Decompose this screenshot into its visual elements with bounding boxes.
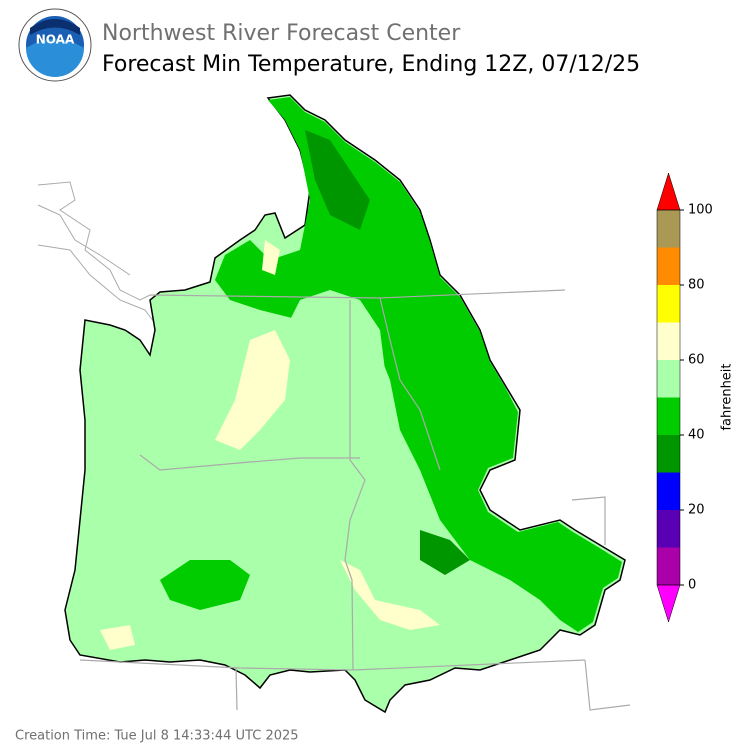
colorbar-segment bbox=[657, 510, 680, 548]
colorbar-tick-label: 40 bbox=[688, 428, 705, 443]
colorbar-segment bbox=[657, 360, 680, 398]
colorbar-tick-label: 80 bbox=[688, 278, 705, 293]
hot-zone bbox=[100, 625, 135, 650]
colorbar-tick-label: 100 bbox=[688, 203, 713, 218]
colorbar-segment bbox=[657, 397, 680, 435]
colorbar-segment bbox=[657, 547, 680, 585]
colorbar-segment bbox=[657, 435, 680, 473]
colorbar-over bbox=[656, 172, 681, 211]
warm-zone bbox=[280, 290, 385, 450]
colorbar-segment bbox=[657, 247, 680, 285]
colorbar-label: fahrenheit bbox=[720, 363, 735, 430]
colorbar-segment bbox=[657, 472, 680, 510]
noaa-logo: NOAA bbox=[18, 8, 92, 82]
map-title: Forecast Min Temperature, Ending 12Z, 07… bbox=[102, 52, 640, 77]
logo-text: NOAA bbox=[36, 33, 75, 47]
colorbar-segment bbox=[657, 285, 680, 323]
cool-zone bbox=[420, 530, 470, 575]
warm-zone bbox=[215, 97, 622, 632]
hot-zone bbox=[262, 240, 280, 275]
hot-zone bbox=[215, 330, 290, 450]
colorbar-segment bbox=[657, 210, 680, 248]
cool-zone bbox=[305, 130, 370, 230]
basin-map bbox=[64, 94, 626, 714]
colorbar-tick-label: 0 bbox=[688, 578, 696, 593]
state-lines bbox=[79, 289, 631, 711]
colorbar-tick-label: 60 bbox=[688, 353, 705, 368]
colorbar: 0 20 40 60 80 100 bbox=[656, 172, 713, 623]
colorbar-segment bbox=[657, 322, 680, 360]
water-lines bbox=[37, 181, 161, 331]
colorbar-frame bbox=[656, 209, 681, 586]
colorbar-under bbox=[656, 584, 681, 623]
warm-zone bbox=[160, 560, 250, 610]
agency-name: Northwest River Forecast Center bbox=[102, 21, 461, 46]
creation-time: Creation Time: Tue Jul 8 14:33:44 UTC 20… bbox=[15, 729, 299, 744]
hot-zone bbox=[340, 560, 440, 630]
colorbar-tick-label: 20 bbox=[688, 503, 705, 518]
